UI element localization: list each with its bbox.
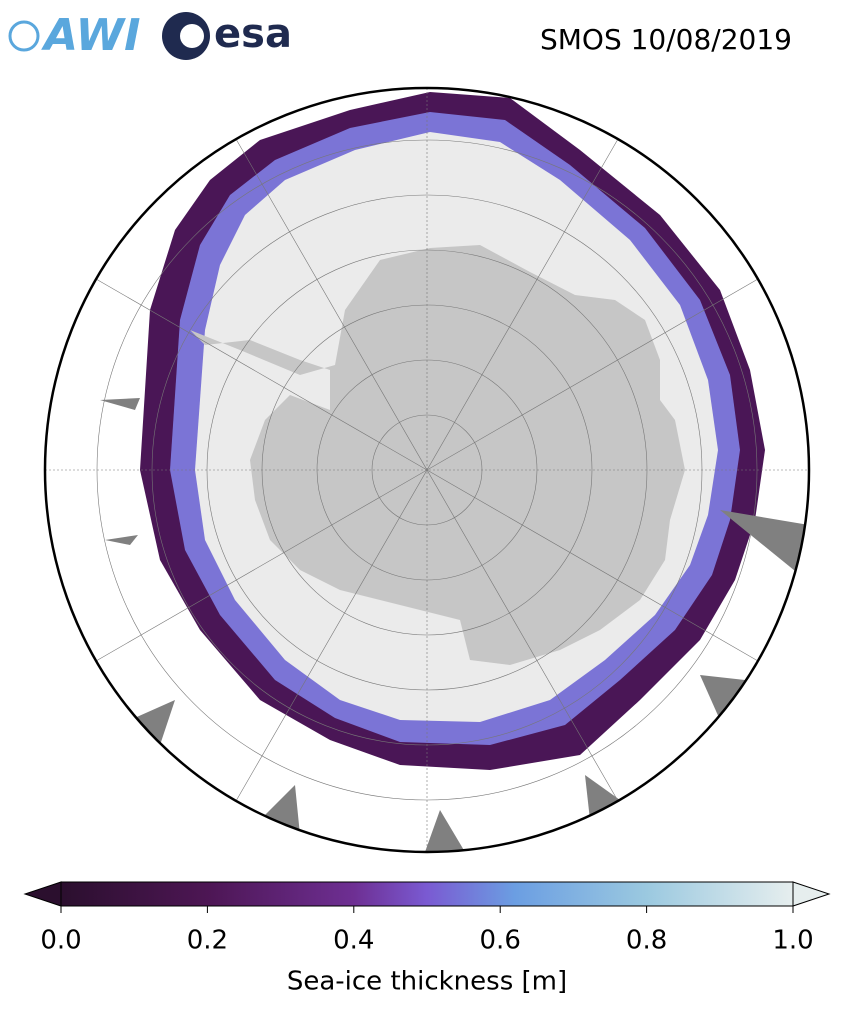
antarctica <box>190 245 685 665</box>
tick-label: 0.0 <box>40 926 81 956</box>
title: SMOS 10/08/2019 <box>540 23 792 56</box>
tick-label: 0.4 <box>333 926 374 956</box>
extend-low <box>23 881 62 907</box>
tick-label: 0.8 <box>626 926 667 956</box>
graticule <box>45 88 809 852</box>
colorbar-label: Sea-ice thickness [m] <box>287 967 567 997</box>
tick-label: 1.0 <box>772 926 813 956</box>
esa-text: esa <box>214 11 292 57</box>
map-frame <box>43 86 811 854</box>
extend-high <box>792 881 831 907</box>
awi-text: AWI <box>41 10 141 61</box>
tick-label: 0.2 <box>187 926 228 956</box>
esa-logo: esa <box>162 11 292 60</box>
colorbar-ramp <box>60 881 794 907</box>
colorbar: Sea-ice thickness [m] 0.0 0.2 0.4 0.6 0.8 1.0 <box>23 881 831 997</box>
awi-logo: AWI <box>8 10 141 61</box>
map <box>45 88 809 852</box>
tick-label: 0.6 <box>480 926 521 956</box>
